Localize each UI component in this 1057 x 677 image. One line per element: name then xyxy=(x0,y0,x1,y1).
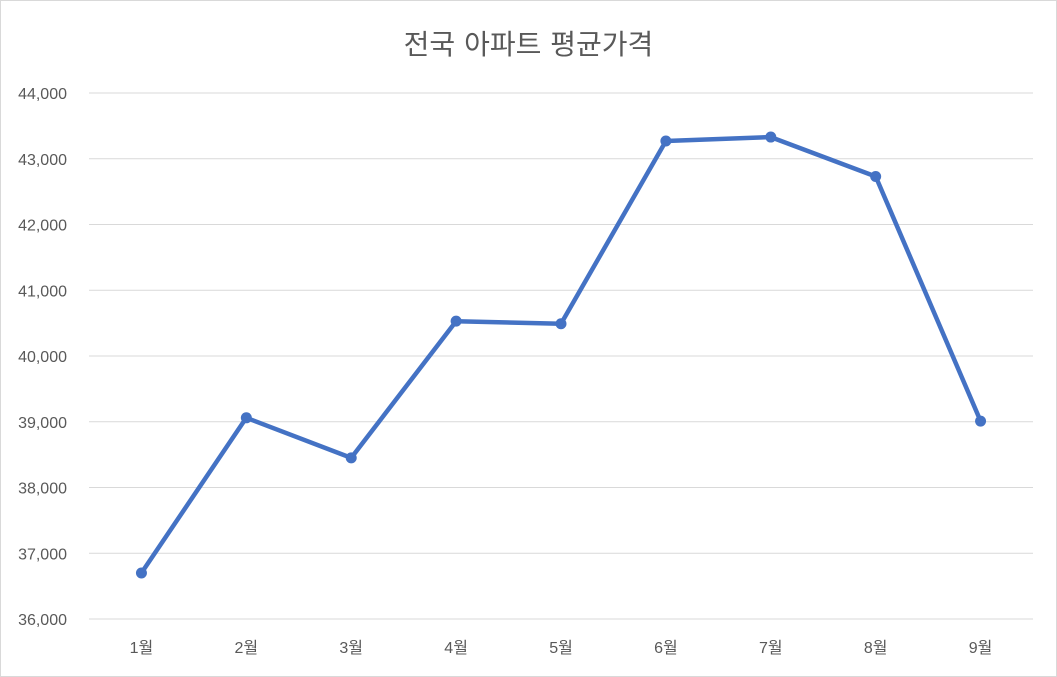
x-tick-label: 7월 xyxy=(759,639,783,657)
y-axis-tick-labels: 36,000 37,000 38,000 39,000 40,000 41,000 42,0… xyxy=(18,86,67,629)
x-tick-label: 5월 xyxy=(549,639,573,657)
data-point xyxy=(450,315,462,327)
x-tick-label: 6월 xyxy=(654,639,678,657)
data-point xyxy=(765,131,777,143)
x-tick-label: 2월 xyxy=(235,639,259,657)
data-point xyxy=(555,318,567,330)
data-point xyxy=(240,412,252,424)
x-tick-label: 4월 xyxy=(444,639,468,657)
x-tick-label: 8월 xyxy=(864,639,888,657)
data-point xyxy=(975,415,987,427)
data-point xyxy=(660,135,672,147)
y-tick-label: 37,000 xyxy=(18,546,67,563)
y-tick-label: 44,000 xyxy=(18,86,67,103)
x-tick-label: 3월 xyxy=(339,639,363,657)
x-tick-label: 1월 xyxy=(130,639,154,657)
y-tick-label: 42,000 xyxy=(18,218,67,235)
chart-title: 전국 아파트 평균가격 xyxy=(403,28,654,61)
series-markers xyxy=(135,131,987,579)
x-tick-label: 9월 xyxy=(969,639,993,657)
series-line xyxy=(139,134,983,576)
data-point xyxy=(345,452,357,464)
y-tick-label: 38,000 xyxy=(18,481,67,498)
y-tick-label: 39,000 xyxy=(18,415,67,432)
y-tick-label: 41,000 xyxy=(18,283,67,300)
y-tick-label: 36,000 xyxy=(18,612,67,629)
x-axis-tick-labels: 1월 2월 3월 4월 5월 6월 7월 8월 9월 xyxy=(130,639,993,657)
data-point xyxy=(135,567,147,579)
y-tick-label: 43,000 xyxy=(18,152,67,169)
gridlines xyxy=(89,92,1033,620)
y-tick-label: 40,000 xyxy=(18,349,67,366)
series-line-path xyxy=(139,134,983,576)
data-point xyxy=(870,171,882,183)
